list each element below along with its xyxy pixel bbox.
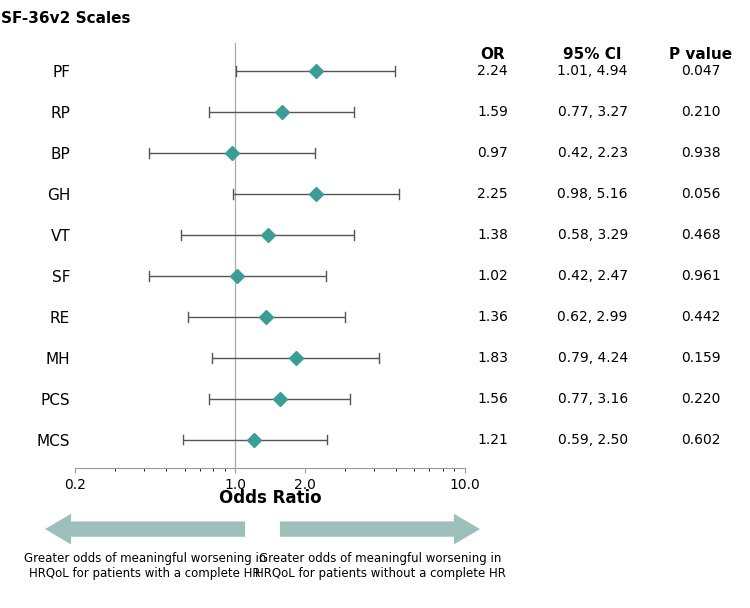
- Text: 0.42, 2.23: 0.42, 2.23: [558, 146, 628, 160]
- Text: 0.220: 0.220: [681, 392, 721, 406]
- Text: 1.83: 1.83: [477, 351, 508, 365]
- Text: Odds Ratio: Odds Ratio: [219, 489, 321, 508]
- Text: 0.056: 0.056: [681, 187, 721, 201]
- Text: 0.59, 2.50: 0.59, 2.50: [557, 432, 628, 446]
- Text: 0.047: 0.047: [681, 64, 721, 78]
- Text: 1.56: 1.56: [477, 392, 508, 406]
- Text: Greater odds of meaningful worsening in
HRQoL for patients without a complete HR: Greater odds of meaningful worsening in …: [254, 552, 506, 580]
- Text: 0.62, 2.99: 0.62, 2.99: [557, 309, 628, 323]
- Text: 0.79, 4.24: 0.79, 4.24: [557, 351, 628, 365]
- Polygon shape: [45, 514, 245, 544]
- Text: OR: OR: [480, 47, 506, 61]
- Text: 0.159: 0.159: [681, 351, 721, 365]
- Text: 0.602: 0.602: [681, 432, 721, 446]
- Text: 0.97: 0.97: [477, 146, 508, 160]
- Text: 0.938: 0.938: [681, 146, 721, 160]
- Text: 1.01, 4.94: 1.01, 4.94: [557, 64, 628, 78]
- Text: 0.77, 3.27: 0.77, 3.27: [558, 105, 628, 119]
- Text: 0.77, 3.16: 0.77, 3.16: [557, 392, 628, 406]
- Text: SF-36v2 Scales: SF-36v2 Scales: [1, 10, 130, 26]
- Text: 0.58, 3.29: 0.58, 3.29: [557, 228, 628, 242]
- Text: 0.210: 0.210: [681, 105, 721, 119]
- Text: 2.24: 2.24: [478, 64, 508, 78]
- Text: 0.98, 5.16: 0.98, 5.16: [557, 187, 628, 201]
- Text: 1.36: 1.36: [477, 309, 508, 323]
- Text: 0.42, 2.47: 0.42, 2.47: [558, 269, 628, 283]
- Text: 1.59: 1.59: [477, 105, 508, 119]
- Text: 1.02: 1.02: [477, 269, 508, 283]
- Text: 0.961: 0.961: [681, 269, 721, 283]
- Polygon shape: [280, 514, 480, 544]
- Text: 1.38: 1.38: [477, 228, 508, 242]
- Text: 1.21: 1.21: [477, 432, 508, 446]
- Text: 0.468: 0.468: [681, 228, 721, 242]
- Text: 2.25: 2.25: [478, 187, 508, 201]
- Text: P value: P value: [669, 47, 733, 61]
- Text: 0.442: 0.442: [681, 309, 721, 323]
- Text: 95% CI: 95% CI: [563, 47, 622, 61]
- Text: Greater odds of meaningful worsening in
HRQoL for patients with a complete HR: Greater odds of meaningful worsening in …: [24, 552, 266, 580]
